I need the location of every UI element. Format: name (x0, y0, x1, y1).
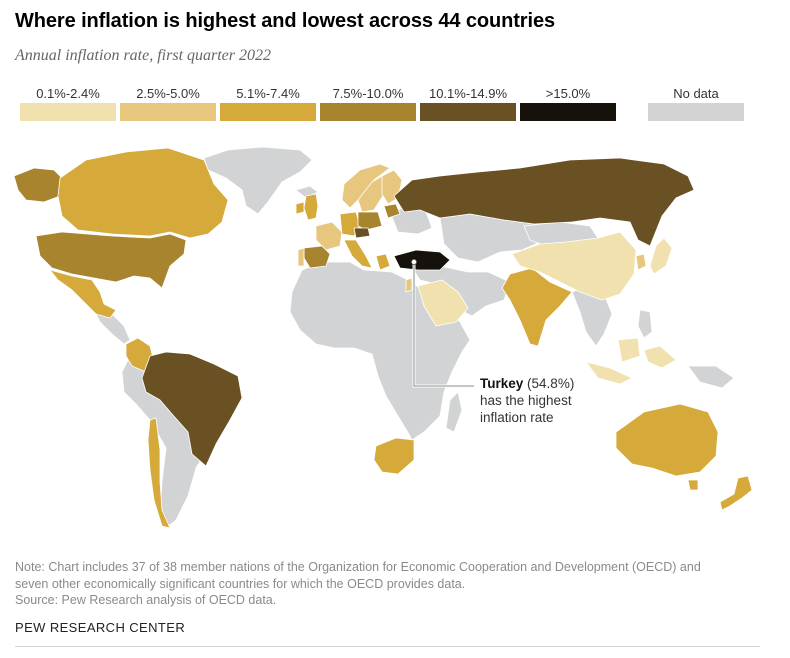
country-japan (649, 237, 673, 275)
legend-label: >15.0% (545, 86, 591, 101)
annotation-line3: inflation rate (480, 410, 554, 425)
country-mexico (49, 269, 117, 319)
legend-item-bin3: 5.1%-7.4% (220, 86, 316, 121)
turkey-annotation: Turkey (54.8%) has the highest inflation… (480, 375, 600, 426)
country-china (511, 231, 637, 301)
legend-swatch (20, 103, 116, 121)
country-new-zealand (719, 475, 753, 511)
legend-label: 10.1%-14.9% (428, 86, 508, 101)
country-brazil (141, 351, 243, 467)
legend-label: No data (673, 86, 719, 101)
country-canada (57, 147, 229, 239)
legend-item-nodata: No data (648, 86, 744, 121)
madagascar (445, 391, 463, 433)
brand-name: PEW RESEARCH CENTER (15, 620, 186, 635)
annotation-leader (410, 258, 474, 388)
legend-item-bin4: 7.5%-10.0% (320, 86, 416, 121)
country-australia (615, 403, 719, 477)
country-indonesia-borneo (617, 337, 641, 363)
legend-swatch (320, 103, 416, 121)
country-france (315, 221, 343, 251)
papua (687, 365, 735, 389)
country-south-korea (635, 253, 647, 271)
country-uk (303, 193, 319, 221)
country-turkey (393, 249, 451, 271)
country-indonesia-east (643, 345, 677, 369)
chart-note: Note: Chart includes 37 of 38 member nat… (15, 559, 775, 609)
legend-label: 5.1%-7.4% (236, 86, 300, 101)
greenland (203, 146, 313, 215)
country-italy (343, 239, 373, 269)
legend-label: 0.1%-2.4% (36, 86, 100, 101)
country-tasmania (687, 479, 699, 491)
central-america (93, 309, 131, 345)
country-russia (393, 157, 695, 247)
note-line-1: Note: Chart includes 37 of 38 member nat… (15, 560, 701, 574)
legend-item-bin2: 2.5%-5.0% (120, 86, 216, 121)
country-czech (353, 227, 371, 239)
source-line: Source: Pew Research analysis of OECD da… (15, 593, 277, 607)
country-greece (375, 253, 391, 271)
country-south-africa (373, 437, 415, 475)
country-india (501, 267, 573, 347)
country-israel (405, 277, 413, 293)
country-baltics (383, 203, 401, 219)
legend-swatch (120, 103, 216, 121)
country-portugal (297, 247, 305, 267)
legend-label: 2.5%-5.0% (136, 86, 200, 101)
legend: 0.1%-2.4% 2.5%-5.0% 5.1%-7.4% 7.5%-10.0%… (20, 86, 760, 126)
iceland (295, 185, 319, 199)
legend-swatch (420, 103, 516, 121)
chart-title: Where inflation is highest and lowest ac… (15, 10, 555, 32)
country-alaska (13, 167, 65, 203)
annotation-value: (54.8%) (527, 376, 575, 391)
country-united-states (35, 231, 187, 289)
country-norway (341, 163, 391, 209)
legend-item-bin1: 0.1%-2.4% (20, 86, 116, 121)
note-line-2: seven other economically significant cou… (15, 576, 466, 591)
footer-divider (15, 646, 760, 647)
world-map (13, 146, 753, 529)
country-saudi-arabia (417, 279, 469, 327)
country-poland (357, 211, 383, 231)
annotation-line2: has the highest (480, 393, 572, 408)
legend-swatch (520, 103, 616, 121)
country-chile (147, 417, 171, 529)
annotation-country: Turkey (480, 376, 524, 391)
legend-item-bin6: >15.0% (520, 86, 616, 121)
country-indonesia-west (585, 361, 633, 385)
legend-swatch (220, 103, 316, 121)
chart-subtitle: Annual inflation rate, first quarter 202… (15, 47, 272, 64)
country-ireland (295, 201, 305, 215)
philippines (637, 309, 653, 339)
legend-label: 7.5%-10.0% (332, 86, 404, 101)
legend-item-bin5: 10.1%-14.9% (420, 86, 516, 121)
legend-swatch (648, 103, 744, 121)
